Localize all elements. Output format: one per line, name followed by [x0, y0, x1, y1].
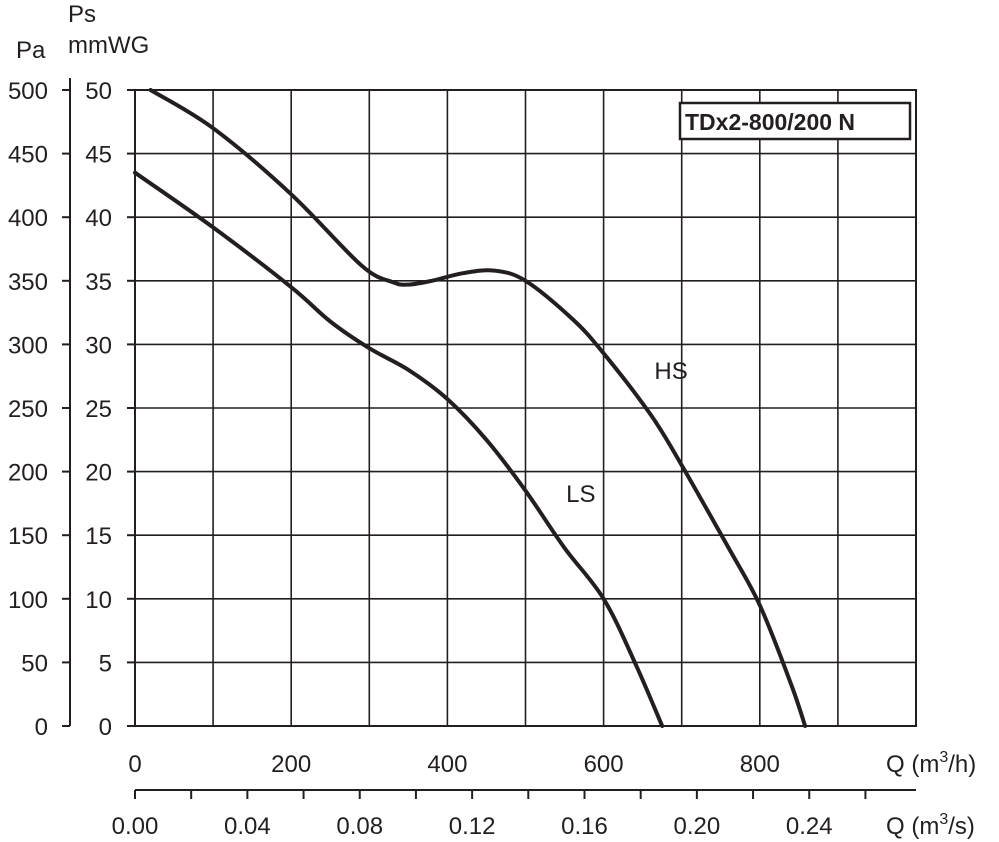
y-axis-mmwg-tick-label: 20: [85, 460, 112, 487]
y-axis-pa-tick-label: 50: [21, 650, 48, 677]
y-axis-mmwg: Ps mmWG 0 5 10 15 20 25 30 35 40 45 50: [68, 1, 149, 741]
x-axis-m3s-tick-label: 0.24: [786, 813, 833, 840]
series-hs-line: [148, 88, 808, 728]
y-axis-pa-tick-label: 200: [8, 460, 48, 487]
y-axis-pa-tick-label: 100: [8, 587, 48, 614]
x-axis-m3h-tick-label: 0: [128, 751, 141, 778]
chart-title-box: TDx2-800/200 N: [678, 101, 912, 141]
y-axis-mmwg-tick-label: 5: [99, 650, 112, 677]
x-axis-m3h-tick-label: 400: [427, 751, 467, 778]
x-axis-m3s-tick-label: 0.20: [674, 813, 721, 840]
y-axis-pa-tick-label: 450: [8, 142, 48, 169]
y-axis-pa-tick-label: 150: [8, 523, 48, 550]
y-axis-mmwg-tick-label: 45: [85, 142, 112, 169]
y-axis-pa-tick-label: 250: [8, 396, 48, 423]
y-axis-pa-tick-label: 400: [8, 205, 48, 232]
x-axis-m3s: Q (m3/s) 0.00 0.04 0.08 0.12 0.16 0.20 0.24: [112, 789, 975, 840]
y-axis-mmwg-tick-label: 40: [85, 205, 112, 232]
y-axis-pa-tick-label: 500: [8, 78, 48, 105]
y-axis-pa: Pa 0 50 100 150 200 250 300 350 400 450 500: [8, 37, 71, 741]
series-ls-line: [133, 170, 665, 728]
y-axis-mmwg-tick-label: 25: [85, 396, 112, 423]
y-axis-pa-tick-label: 0: [35, 714, 48, 741]
x-axis-m3h-tick-label: 800: [740, 751, 780, 778]
x-axis-m3s-label: Q (m3/s): [886, 811, 975, 840]
x-axis-m3h-tick-label: 200: [271, 751, 311, 778]
x-axis-m3s-tick-label: 0.16: [561, 813, 608, 840]
x-axis-m3s-tick-label: 0.08: [336, 813, 383, 840]
y-axis-mmwg-label: mmWG: [68, 32, 149, 59]
grid: [135, 90, 916, 726]
x-axis-m3h: Q (m3/h) 0 200 400 600 800: [128, 749, 976, 778]
y-axis-pa-label: Pa: [16, 37, 46, 64]
chart-title: TDx2-800/200 N: [685, 109, 855, 135]
y-axis-ps-label: Ps: [68, 1, 96, 28]
y-axis-mmwg-tick-label: 50: [85, 78, 112, 105]
y-axis-mmwg-tick-label: 10: [85, 587, 112, 614]
chart-title-frame: [678, 101, 912, 141]
x-axis-m3s-tick-label: 0.04: [224, 813, 271, 840]
x-axis-m3s-tick-label: 0.12: [449, 813, 496, 840]
x-axis-m3s-tick-label: 0.00: [112, 813, 159, 840]
y-axis-mmwg-tick-label: 30: [85, 332, 112, 359]
x-axis-m3h-tick-label: 600: [584, 751, 624, 778]
series-ls-label: LS: [566, 481, 595, 508]
y-axis-mmwg-tick-label: 15: [85, 523, 112, 550]
y-axis-pa-tick-label: 300: [8, 332, 48, 359]
y-axis-mmwg-tick-label: 0: [99, 714, 112, 741]
y-axis-pa-tick-label: 350: [8, 269, 48, 296]
x-axis-m3h-label: Q (m3/h): [886, 749, 976, 778]
y-axis-mmwg-tick-label: 35: [85, 269, 112, 296]
series-hs-label: HS: [654, 358, 687, 385]
series: HS LS: [133, 88, 808, 728]
